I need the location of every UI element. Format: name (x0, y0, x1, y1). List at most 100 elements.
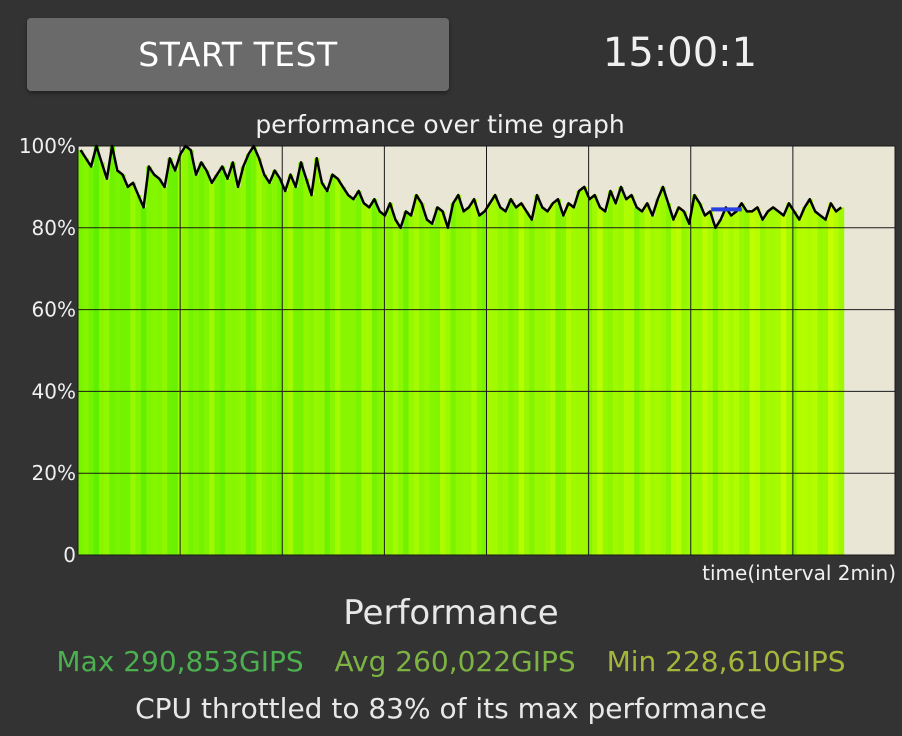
performance-heading: Performance (343, 593, 559, 633)
performance-bar (513, 207, 519, 555)
performance-bar (733, 211, 740, 555)
performance-bar (592, 195, 598, 555)
performance-bar (408, 215, 415, 555)
y-tick-label: 80% (32, 216, 76, 240)
performance-bar (492, 195, 498, 555)
performance-bar (203, 170, 210, 556)
performance-bar (602, 211, 609, 555)
performance-bar (78, 150, 84, 555)
performance-bar (287, 174, 294, 555)
performance-bar (460, 211, 467, 555)
performance-bar (639, 211, 645, 555)
performance-bar (471, 199, 478, 556)
performance-bar (230, 162, 236, 556)
x-axis-label: time(interval 2min) (702, 561, 896, 585)
performance-bar (571, 207, 577, 555)
performance-bar (119, 174, 126, 555)
performance-bar (403, 211, 409, 555)
avg-performance: Avg 260,022GIPS (334, 645, 576, 678)
performance-bar (466, 207, 472, 555)
performance-bar (188, 150, 194, 555)
performance-bar (356, 190, 362, 556)
performance-bar (182, 146, 189, 555)
performance-bar (125, 186, 131, 555)
y-tick-label: 100% (19, 134, 76, 158)
performance-stats: Max 290,853GIPS Avg 260,022GIPS Min 228,… (0, 645, 902, 678)
performance-bar (209, 182, 215, 555)
performance-bar (298, 162, 304, 556)
y-tick-label: 0 (63, 543, 76, 567)
performance-bar (739, 203, 745, 555)
performance-bar (418, 203, 425, 555)
performance-bar (817, 215, 824, 555)
performance-bar (623, 199, 630, 556)
performance-bar (104, 178, 110, 555)
performance-bar (775, 211, 782, 555)
performance-bar (319, 182, 325, 555)
performance-bar (796, 219, 803, 555)
performance-bar (392, 219, 399, 555)
performance-bar (801, 207, 808, 555)
performance-bar (576, 190, 582, 556)
performance-bar (607, 190, 614, 556)
y-tick-label: 40% (32, 379, 76, 403)
performance-chart: 0 20% 40% 60% 80% 100% (19, 134, 896, 567)
performance-bar (130, 182, 137, 555)
performance-bar (83, 158, 89, 555)
performance-bar (366, 207, 373, 555)
start-test-button[interactable]: START TEST (27, 18, 449, 91)
performance-bar (261, 174, 268, 555)
performance-bar (429, 223, 436, 555)
performance-bar (618, 186, 624, 555)
performance-chart-svg: 0 20% 40% 60% 80% 100% (19, 134, 896, 567)
performance-bar (109, 146, 116, 555)
performance-bar (219, 166, 226, 555)
performance-bar (324, 190, 331, 556)
performance-bar (308, 195, 315, 555)
performance-bar (455, 195, 462, 555)
performance-bar (665, 203, 672, 555)
performance-bar (198, 162, 205, 556)
max-performance: Max 290,853GIPS (56, 645, 304, 678)
performance-bar (791, 211, 798, 555)
performance-bar (371, 199, 378, 556)
performance-bar (660, 186, 666, 555)
performance-bar (193, 174, 199, 555)
performance-bars (78, 146, 845, 556)
performance-bar (550, 203, 556, 555)
performance-bar (759, 219, 766, 555)
performance-bar (424, 219, 430, 555)
performance-bar (718, 219, 724, 555)
performance-bar (628, 195, 635, 555)
min-performance: Min 228,610GIPS (606, 645, 846, 678)
performance-bar (434, 207, 441, 555)
chart-grid (77, 145, 896, 556)
performance-bar (649, 215, 656, 555)
performance-bar (240, 166, 247, 555)
performance-bar (807, 199, 813, 556)
performance-bar (172, 170, 178, 556)
performance-bar (744, 211, 750, 555)
performance-bar (98, 162, 105, 556)
performance-bar (597, 207, 603, 555)
throttle-summary: CPU throttled to 83% of its max performa… (135, 692, 767, 725)
performance-bar (377, 211, 383, 555)
performance-bar (560, 215, 567, 555)
performance-bar (156, 178, 163, 555)
performance-bar (544, 211, 551, 555)
performance-bar (691, 195, 698, 555)
performance-bar (277, 178, 283, 555)
performance-bar (812, 211, 819, 555)
performance-bar (786, 203, 792, 555)
performance-bar (350, 199, 357, 556)
performance-bar (224, 178, 231, 555)
performance-bar (303, 178, 310, 555)
performance-bar (702, 215, 708, 555)
performance-bar (235, 186, 241, 555)
elapsed-timer: 15:00:1 (602, 30, 758, 76)
performance-bar (723, 207, 729, 555)
y-tick-label: 60% (32, 298, 76, 322)
performance-bar (523, 211, 530, 555)
performance-bar (529, 219, 535, 555)
performance-bar (293, 186, 299, 555)
